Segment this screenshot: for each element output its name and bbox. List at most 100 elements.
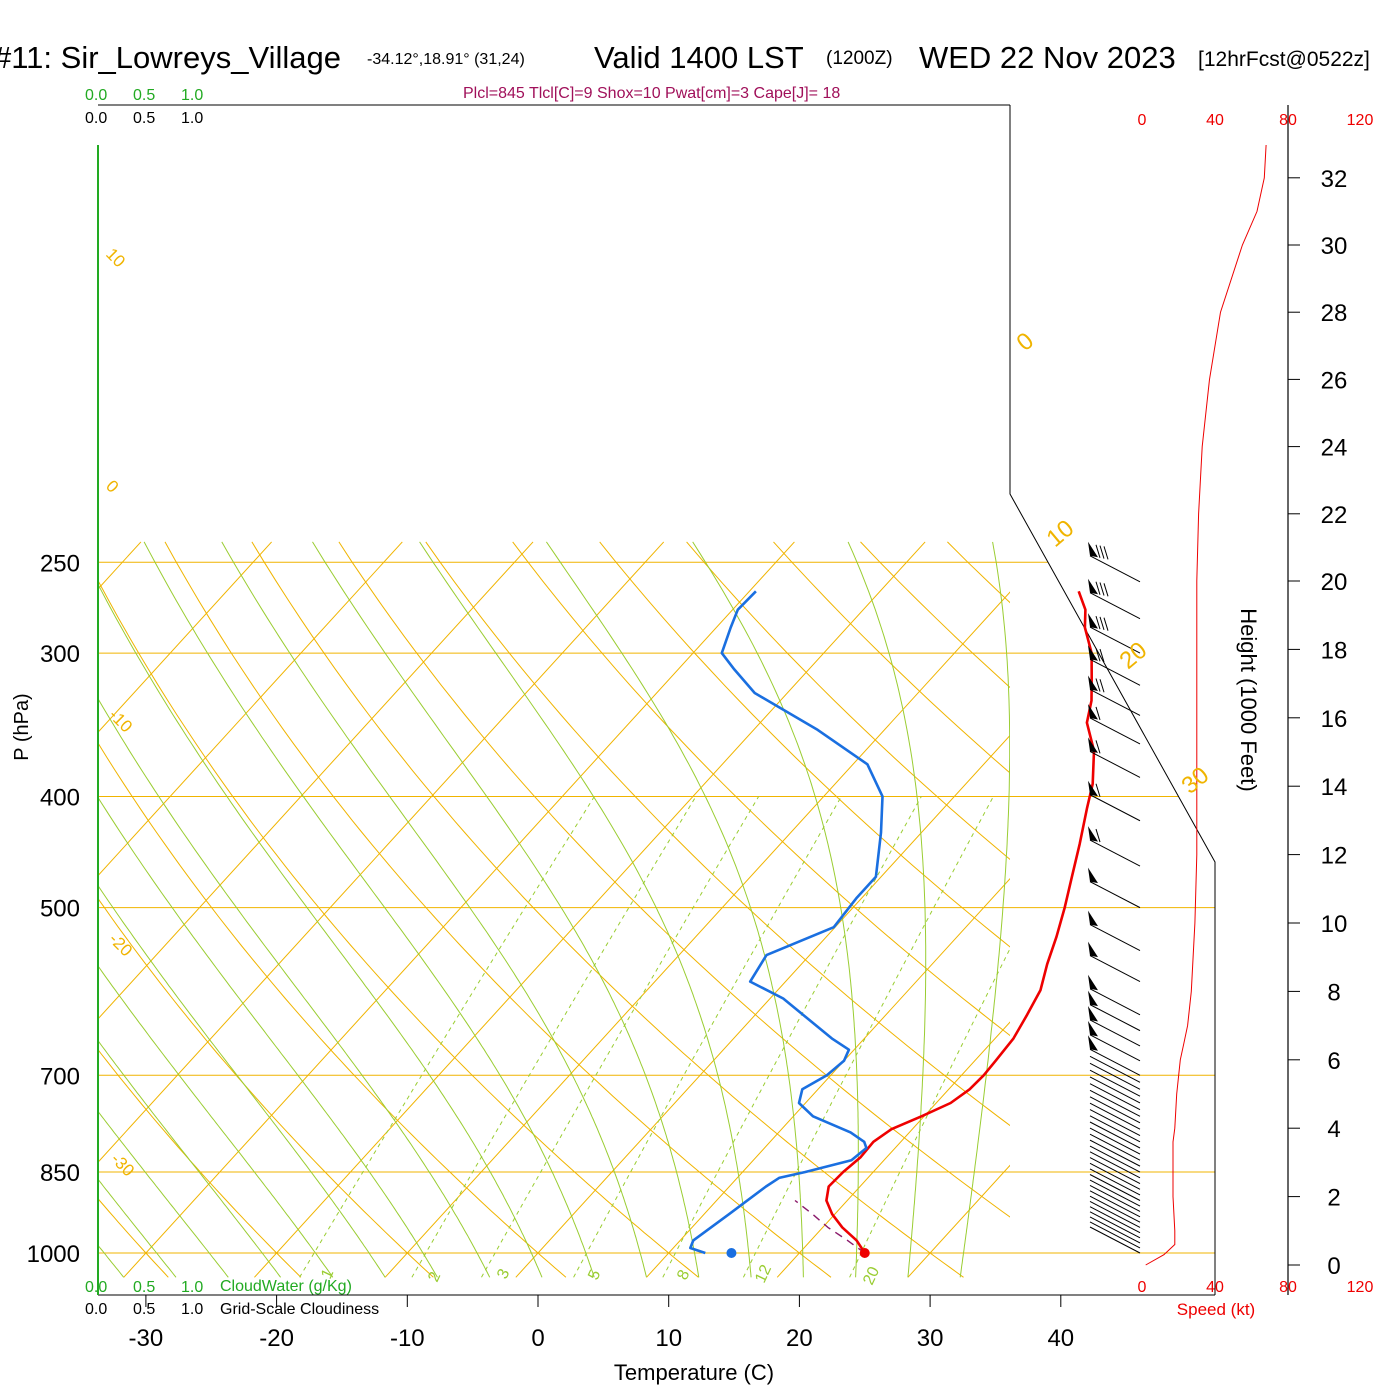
height-tick-label: 8 — [1327, 979, 1340, 1006]
wind-barb — [1089, 1133, 1141, 1161]
cloudwater-bottom-05: 0.5 — [133, 1279, 155, 1296]
wind-barb — [1089, 1076, 1141, 1104]
barb-staff — [1089, 1121, 1141, 1149]
barb-staff — [1089, 1200, 1141, 1228]
barb-staff — [1089, 1076, 1141, 1104]
barb-staff — [1089, 1048, 1141, 1076]
barb-pennant — [1088, 974, 1098, 991]
pressure-tick-label: 400 — [40, 784, 80, 811]
height-tick-label: 18 — [1321, 637, 1348, 664]
speed-top-40: 40 — [1206, 112, 1224, 129]
pressure-tick-label: 700 — [40, 1063, 80, 1090]
dry-adiabat-line — [599, 541, 1010, 948]
wind-barb — [1089, 1055, 1141, 1083]
barb-pennant — [1088, 1020, 1098, 1037]
cloud-scale-bottom: 0.0 0.5 1.0 CloudWater (g/Kg) 0.0 0.5 1.… — [85, 1278, 379, 1318]
isotherm-line — [98, 541, 272, 734]
isotherms — [98, 541, 1010, 1278]
cloudiness-scale-0: 0.0 — [85, 110, 107, 127]
pressure-tick-label: 300 — [40, 641, 80, 668]
dry-adiabat-line — [773, 541, 1010, 774]
speed-top-120: 120 — [1347, 112, 1374, 129]
pressure-tick-label: 850 — [40, 1160, 80, 1187]
wind-barb — [1089, 1069, 1141, 1097]
moist-adiabat-line — [847, 541, 927, 1278]
wind-barb — [1088, 613, 1141, 654]
temperature-tick-label: -20 — [259, 1325, 294, 1352]
x-axis-title: Temperature (C) — [614, 1360, 774, 1385]
isotherm-label: -30 — [107, 1149, 138, 1180]
temperature-tick-label: 30 — [917, 1325, 944, 1352]
moist-adiabats — [98, 541, 1010, 1278]
temperature-profile — [825, 590, 1096, 1254]
barb-pennant — [1088, 826, 1098, 842]
height-tick-label: 2 — [1327, 1185, 1340, 1212]
pressure-tick-label: 250 — [40, 550, 80, 577]
mixing-ratio-lines — [299, 796, 1010, 1278]
speed-scale-top: 0 40 80 120 — [1138, 112, 1374, 129]
dry-adiabat-line — [98, 742, 567, 1278]
isotherm-line — [776, 1021, 1010, 1278]
barb-feather — [1099, 679, 1105, 693]
barb-staff — [1089, 1195, 1141, 1223]
barb-feather — [1103, 583, 1109, 597]
mixing-ratio-label: 20 — [860, 1264, 883, 1287]
barb-staff — [1089, 1168, 1141, 1196]
barb-staff — [1089, 1004, 1141, 1032]
temperature-tick-label: 20 — [786, 1325, 813, 1352]
moist-adiabat-line — [98, 965, 334, 1278]
barb-staff — [1089, 794, 1141, 822]
speed-top-80: 80 — [1279, 112, 1297, 129]
barb-pennant — [1088, 675, 1098, 691]
mixing-ratio-line — [573, 796, 842, 1278]
height-tick-label: 4 — [1327, 1116, 1340, 1143]
frame-right — [1009, 105, 1216, 1295]
height-tick-label: 28 — [1321, 300, 1348, 327]
isotherm-line — [384, 591, 1010, 1278]
barb-staff — [1089, 1211, 1141, 1239]
isotherm-label: 0 — [102, 476, 122, 496]
mixing-ratio-label: 3 — [494, 1266, 513, 1281]
cloudiness-scale-05: 0.5 — [133, 110, 155, 127]
profiles — [689, 590, 1096, 1258]
barb-staff — [1089, 988, 1141, 1016]
barb-feather — [1095, 615, 1101, 630]
wind-barb — [1089, 1109, 1141, 1136]
wind-barb — [1088, 1020, 1141, 1062]
wind-barb — [1089, 1121, 1141, 1149]
dry-adiabat-line — [98, 579, 699, 1278]
wind-barb — [1088, 675, 1141, 716]
speed-top-0: 0 — [1138, 112, 1147, 129]
speed-profile — [1145, 144, 1267, 1266]
barb-pennant — [1088, 990, 1098, 1007]
pressure-tick-label: 1000 — [27, 1241, 80, 1268]
barb-staff — [1089, 1096, 1141, 1124]
barb-staff — [1089, 1083, 1141, 1111]
mixing-ratio-label: 12 — [752, 1262, 775, 1285]
moist-adiabat-line — [98, 1178, 177, 1278]
height-tick-label: 22 — [1321, 502, 1348, 529]
wind-barb — [1088, 703, 1141, 745]
barb-staff — [1089, 839, 1141, 867]
barb-feather — [1095, 581, 1101, 595]
temperature-tick-label: 0 — [531, 1325, 544, 1352]
wind-barb — [1088, 990, 1141, 1032]
dry-adiabat-line — [512, 541, 1010, 1037]
wind-barb — [1089, 1195, 1141, 1223]
isotherm-label: 10 — [102, 244, 129, 271]
barb-staff — [1089, 1069, 1141, 1097]
barb-feather — [1095, 740, 1101, 754]
barb-staff — [1089, 1174, 1141, 1201]
wind-barb — [1089, 1102, 1141, 1130]
cloudwater-bottom-0: 0.0 — [85, 1279, 107, 1296]
mixing-ratio-line — [481, 796, 760, 1278]
surface-dewpoint-point — [726, 1248, 737, 1258]
dry-adiabat-line — [338, 541, 1010, 1218]
isotherm-line — [98, 541, 403, 877]
isobars — [98, 561, 1215, 1254]
wind-barb — [1089, 1221, 1141, 1249]
barb-staff — [1089, 1127, 1141, 1155]
pressure-ticks: 250 300 400 500 700 850 1000 — [27, 550, 80, 1268]
barb-feather — [1095, 706, 1101, 721]
wind-barb — [1089, 1062, 1141, 1090]
